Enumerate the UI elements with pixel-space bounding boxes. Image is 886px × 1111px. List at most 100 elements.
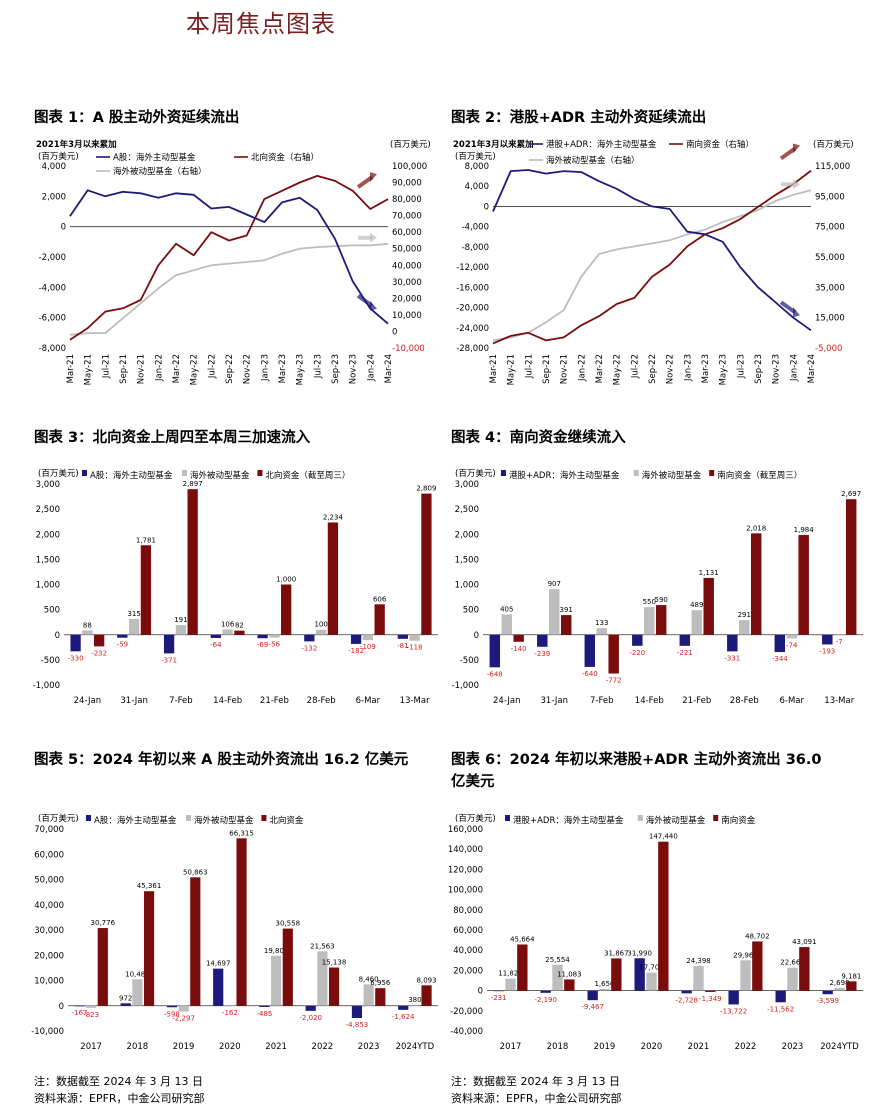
y-tick-label: 120,000 [448, 865, 483, 875]
data-label: 45,361 [137, 882, 162, 890]
legend-swatch [709, 470, 715, 476]
bar [489, 634, 501, 668]
data-label: 380 [408, 996, 421, 1004]
legend-label: A股：海外主动型基金 [113, 152, 196, 163]
x-tick-label: Jan-23 [260, 354, 270, 382]
x-tick-label: Jan-24 [366, 354, 376, 382]
x-tick-label: 2021 [688, 1042, 710, 1052]
y-tick-label-left: -28,000 [456, 344, 489, 354]
y-tick-label-right: 0 [392, 327, 397, 337]
x-tick-label: Sep-21 [119, 354, 129, 384]
bar [190, 877, 201, 1006]
data-label: 2,698 [829, 979, 849, 987]
data-label: 2,697 [841, 490, 861, 498]
x-tick-label: 13-Mar [824, 696, 854, 706]
y-tick-label-left: -4,000 [39, 283, 66, 293]
bar [97, 928, 108, 1006]
y-tick-label: 0 [474, 631, 479, 641]
bar [421, 493, 432, 635]
y-tick-label: 0 [59, 1002, 64, 1012]
bar [351, 1005, 363, 1019]
bar [552, 964, 563, 991]
bar [705, 990, 716, 992]
y-tick-label-left: -20,000 [456, 304, 489, 314]
data-label: -132 [301, 644, 317, 652]
series-line [492, 169, 812, 345]
x-tick-label: 6-Mar [356, 696, 381, 706]
data-label: 590 [655, 596, 668, 604]
x-tick-label: May-22 [613, 354, 623, 385]
bar [409, 634, 420, 641]
x-tick-label: Mar-21 [489, 354, 499, 383]
bar [632, 634, 643, 646]
bar [234, 630, 245, 635]
data-label: 315 [127, 610, 140, 618]
x-tick-label: May-21 [84, 354, 94, 385]
chart-hk-cumulative: 2021年3月以来累加(百万美元)(百万美元)8,0004,0000-4,000… [453, 139, 854, 385]
y-tick-label-left: -4,000 [462, 223, 489, 233]
y-tick-label-right: 115,000 [815, 162, 850, 172]
x-tick-label: Jan-22 [154, 354, 164, 382]
y-tick-label-left: 0 [61, 223, 66, 233]
bar [374, 604, 385, 635]
bar [834, 987, 845, 991]
y-tick-label-left: -8,000 [39, 344, 66, 354]
y-tick-label: 100,000 [448, 886, 483, 896]
data-label: -69 [257, 641, 268, 649]
y-tick-label: 1,500 [36, 555, 60, 565]
bar [166, 1005, 178, 1008]
x-tick-label: Mar-24 [384, 354, 394, 383]
bar [178, 1005, 189, 1012]
x-tick-label: 2024YTD [820, 1042, 859, 1052]
y-tick-label: -1,000 [33, 681, 60, 691]
data-label: 45,664 [510, 935, 535, 943]
data-label: 1,650 [594, 980, 614, 988]
bar [537, 634, 548, 647]
data-label: 82 [235, 622, 244, 630]
y-tick-label: 2,500 [36, 505, 60, 515]
bar [143, 891, 155, 1006]
y-tick-label: 1,000 [455, 581, 479, 591]
y-tick-label: 0 [478, 987, 483, 997]
x-tick-label: Nov-21 [560, 354, 570, 384]
data-label: 1,000 [276, 576, 296, 584]
y-tick-label-left: 4,000 [42, 162, 66, 172]
y-tick-label-left: 0 [484, 202, 489, 212]
x-tick-label: 2022 [312, 1042, 334, 1052]
y-tick-label: 20,000 [453, 966, 483, 976]
bar [210, 634, 221, 638]
data-label: 30,558 [276, 920, 301, 928]
data-label: -2,020 [299, 1014, 322, 1022]
x-tick-label: 2021 [265, 1042, 287, 1052]
y-axis-unit: (百万美元) [455, 813, 496, 824]
data-label: 31,990 [627, 949, 652, 957]
data-label: -2,728 [675, 996, 698, 1004]
bar [375, 988, 386, 1006]
bar [750, 533, 762, 635]
y-tick-label-right: 35,000 [815, 283, 845, 293]
bar [540, 990, 551, 993]
y-tick-label: 30,000 [34, 926, 64, 936]
legend-label: 南向资金 [721, 815, 756, 826]
chart-subtitle: 2021年3月以来累加 [453, 139, 534, 150]
bar [517, 944, 528, 991]
bar [140, 545, 152, 635]
legend-label: 港股+ADR：海外主动型基金 [513, 815, 624, 826]
data-label: -485 [257, 1010, 273, 1018]
data-label: 8,460 [359, 975, 379, 983]
legend-swatch [501, 470, 506, 476]
bar [222, 629, 233, 635]
bar [655, 605, 667, 635]
y-axis-unit: (百万美元) [455, 468, 496, 479]
x-tick-label: May-23 [719, 354, 729, 385]
x-tick-label: Sep-22 [648, 354, 658, 384]
figure-2-title: 图表 2：港股+ADR 主动外资延续流出 [451, 110, 707, 126]
data-label: -344 [772, 655, 788, 663]
x-tick-label: Nov-23 [349, 354, 359, 384]
legend-swatch [86, 815, 91, 821]
bar [175, 625, 187, 635]
data-label: 291 [738, 611, 751, 619]
y-tick-label: 2,500 [455, 505, 479, 515]
y-tick-label-left: -2,000 [39, 253, 66, 263]
y-tick-label-right: -5,000 [815, 344, 842, 354]
